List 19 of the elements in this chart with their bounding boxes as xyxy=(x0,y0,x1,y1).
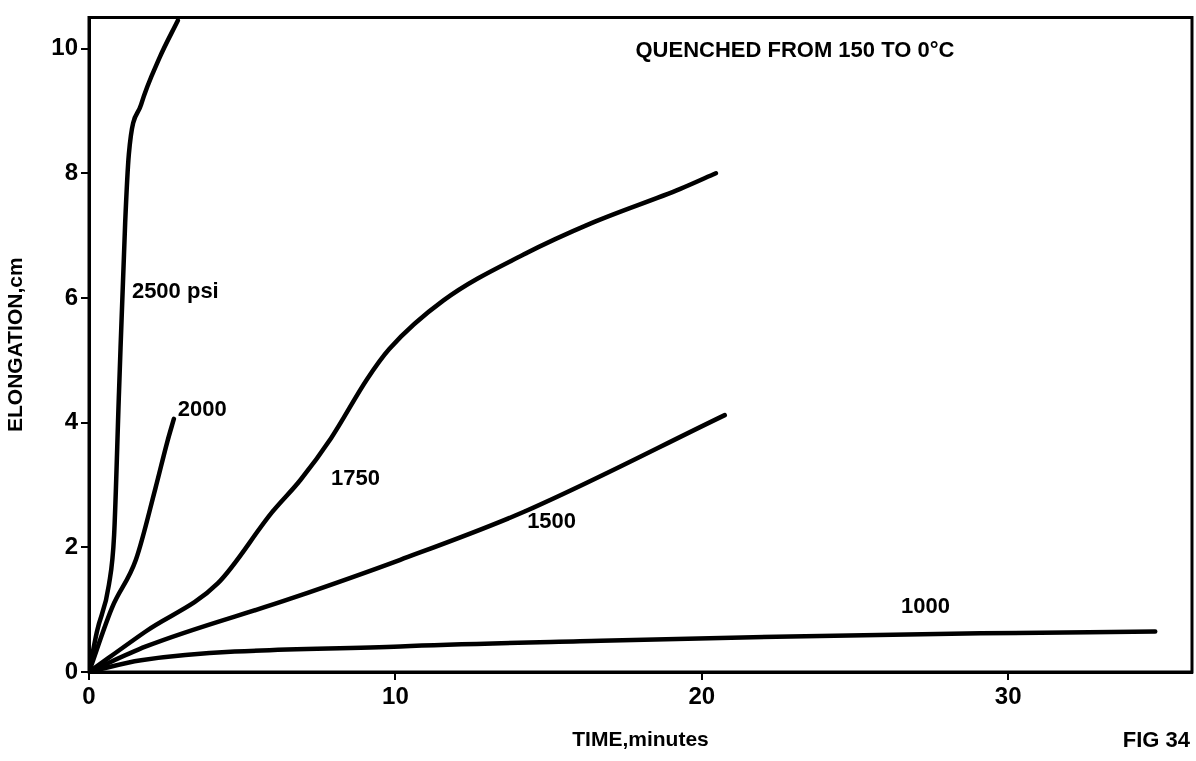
text: QUENCHED FROM 150 TO 0°C xyxy=(635,37,955,63)
x-tick-label: 10 xyxy=(382,682,409,710)
series-label: 1750 xyxy=(331,464,380,490)
x-tick-label: 30 xyxy=(994,682,1022,710)
x-tick-label: 0 xyxy=(82,682,96,710)
caption: FIG 34 xyxy=(1122,727,1191,753)
y-tick-label: 4 xyxy=(64,407,79,435)
x-tick-label: 20 xyxy=(688,682,716,710)
series-label: 1000 xyxy=(900,592,950,618)
y-tick-label: 8 xyxy=(64,157,78,185)
y-axis-title: ELONGATION,cm xyxy=(3,257,27,433)
x-axis-title: TIME,minutes xyxy=(572,727,709,751)
y-tick-label: 10 xyxy=(51,33,78,61)
series-label: 2500 psi xyxy=(131,277,219,303)
series-label: 1500 xyxy=(527,508,577,534)
y-tick-label: 2 xyxy=(64,531,78,559)
y-tick-label: 0 xyxy=(64,656,78,684)
series-label: 2000 xyxy=(177,396,227,422)
y-tick-label: 6 xyxy=(64,282,78,310)
